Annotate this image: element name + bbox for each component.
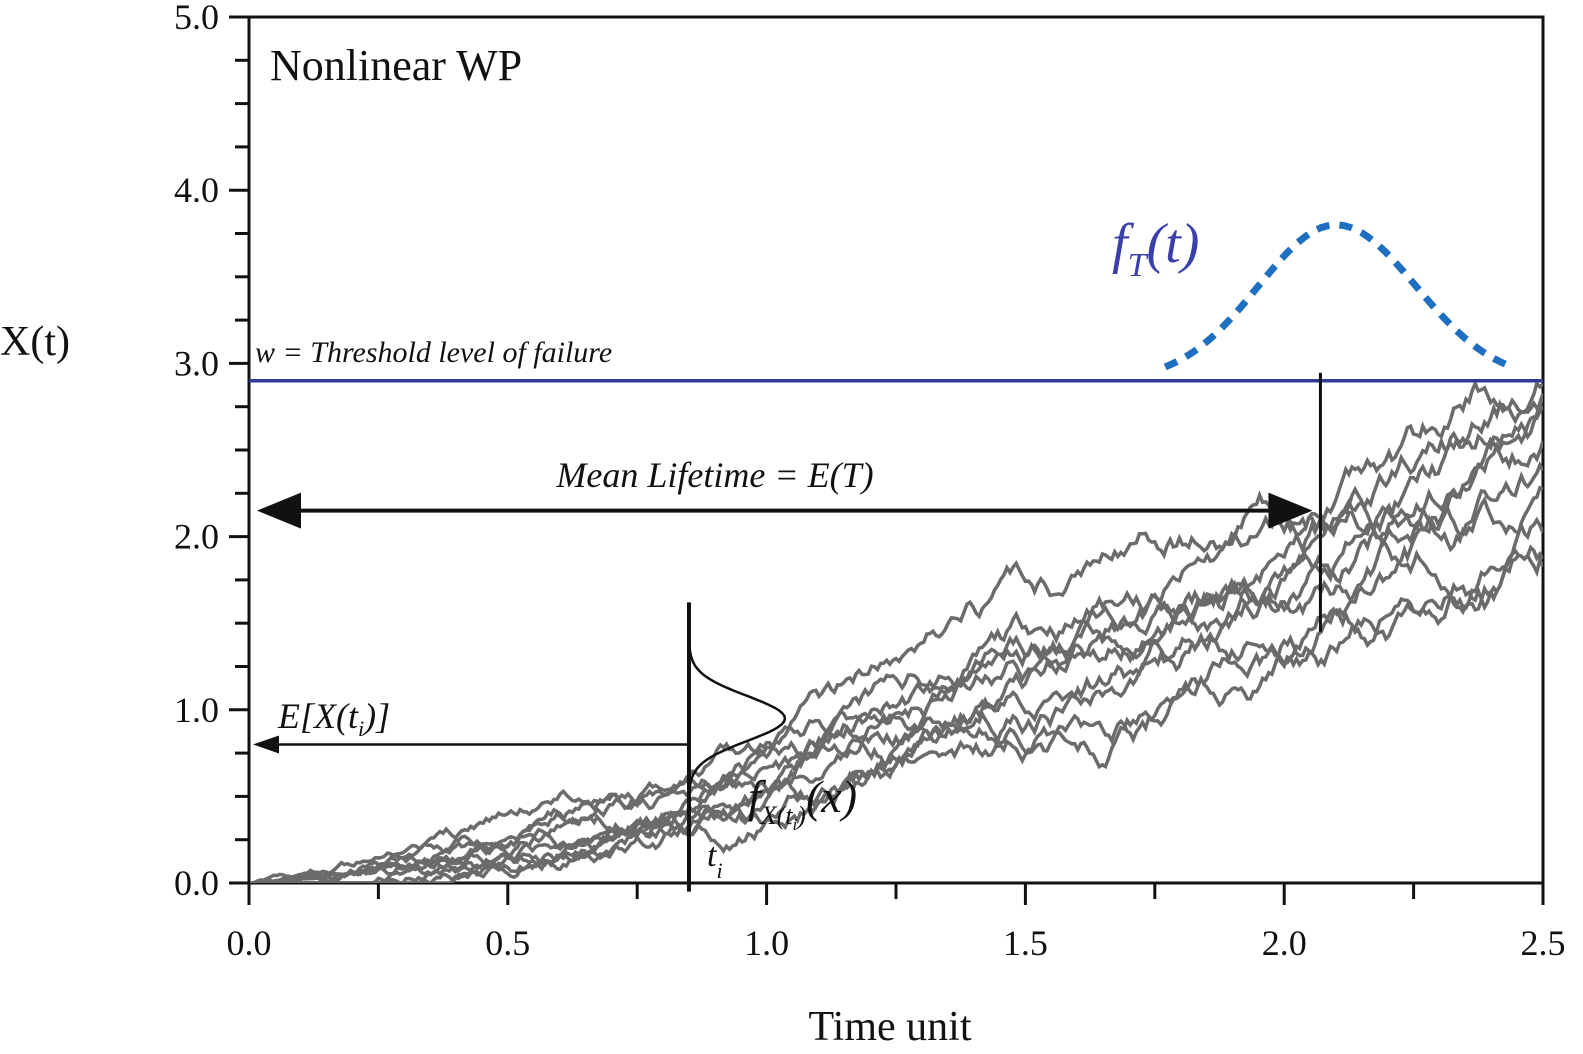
x-tick-label: 0.0 — [227, 923, 272, 963]
failure-time-pdf-label: fT(t) — [1112, 213, 1199, 284]
path-7 — [250, 378, 1543, 883]
threshold-label: w = Threshold level of failure — [255, 336, 612, 369]
mean-lifetime-arrow — [257, 492, 1313, 529]
ti-label: ti — [707, 837, 723, 883]
x-axis-title: Time unit — [809, 1004, 972, 1050]
y-axis-title: X(t) — [0, 319, 70, 365]
path-9 — [250, 436, 1543, 883]
y-tick-label: 1.0 — [174, 690, 219, 730]
mean-lifetime-label: Mean Lifetime = E(T) — [555, 455, 873, 495]
path-10 — [250, 536, 1543, 883]
x-tick-label: 2.0 — [1262, 923, 1307, 963]
y-tick-label: 5.0 — [174, 0, 219, 37]
y-tick-label: 3.0 — [174, 343, 219, 383]
mean-lifetime-arrowhead-left — [257, 492, 301, 529]
state-pdf-curve — [687, 643, 787, 811]
ti-label-sub: i — [716, 858, 722, 883]
x-axis-ticks: 0.0 0.5 1.0 1.5 2.0 2.5 — [227, 883, 1566, 963]
y-tick-label: 0.0 — [174, 863, 219, 903]
path-2 — [250, 460, 1543, 883]
mean-state-label: E[X(ti)] — [277, 696, 390, 741]
x-tick-label: 1.5 — [1003, 923, 1048, 963]
mean-state-label-main: E[X(t — [277, 696, 359, 736]
state-pdf-label-sub: X(t — [760, 801, 794, 830]
y-tick-label: 4.0 — [174, 170, 219, 210]
mean-state-arrowhead — [253, 735, 279, 754]
path-5 — [250, 405, 1543, 883]
failure-time-pdf-label-arg: (t) — [1146, 213, 1199, 275]
path-3 — [250, 392, 1543, 883]
path-8 — [250, 544, 1543, 883]
state-pdf-label-subend: ) — [795, 801, 806, 830]
plot-frame — [247, 15, 1545, 885]
state-pdf-label-subsub: i — [793, 815, 798, 834]
state-pdf-label-arg: (x) — [806, 771, 857, 822]
x-tick-label: 2.5 — [1521, 923, 1566, 963]
ti-label-main: t — [707, 837, 718, 874]
chart-title: Nonlinear WP — [270, 41, 522, 90]
y-axis-ticks: 0.0 1.0 2.0 3.0 4.0 5.0 — [174, 0, 249, 903]
state-pdf-label: fX(ti)(x) — [748, 771, 857, 834]
x-tick-label: 1.0 — [744, 923, 789, 963]
mean-lifetime-arrowhead-right — [1268, 492, 1313, 529]
degradation-paths — [250, 378, 1543, 883]
path-4 — [250, 495, 1543, 883]
mean-state-label-end: )] — [362, 696, 390, 736]
x-tick-label: 0.5 — [485, 923, 530, 963]
y-tick-label: 2.0 — [174, 517, 219, 557]
failure-time-pdf-label-sub: T — [1128, 247, 1149, 284]
mean-state-label-sub: i — [358, 716, 364, 741]
path-6 — [250, 485, 1543, 883]
failure-time-pdf-curve — [1163, 221, 1514, 371]
